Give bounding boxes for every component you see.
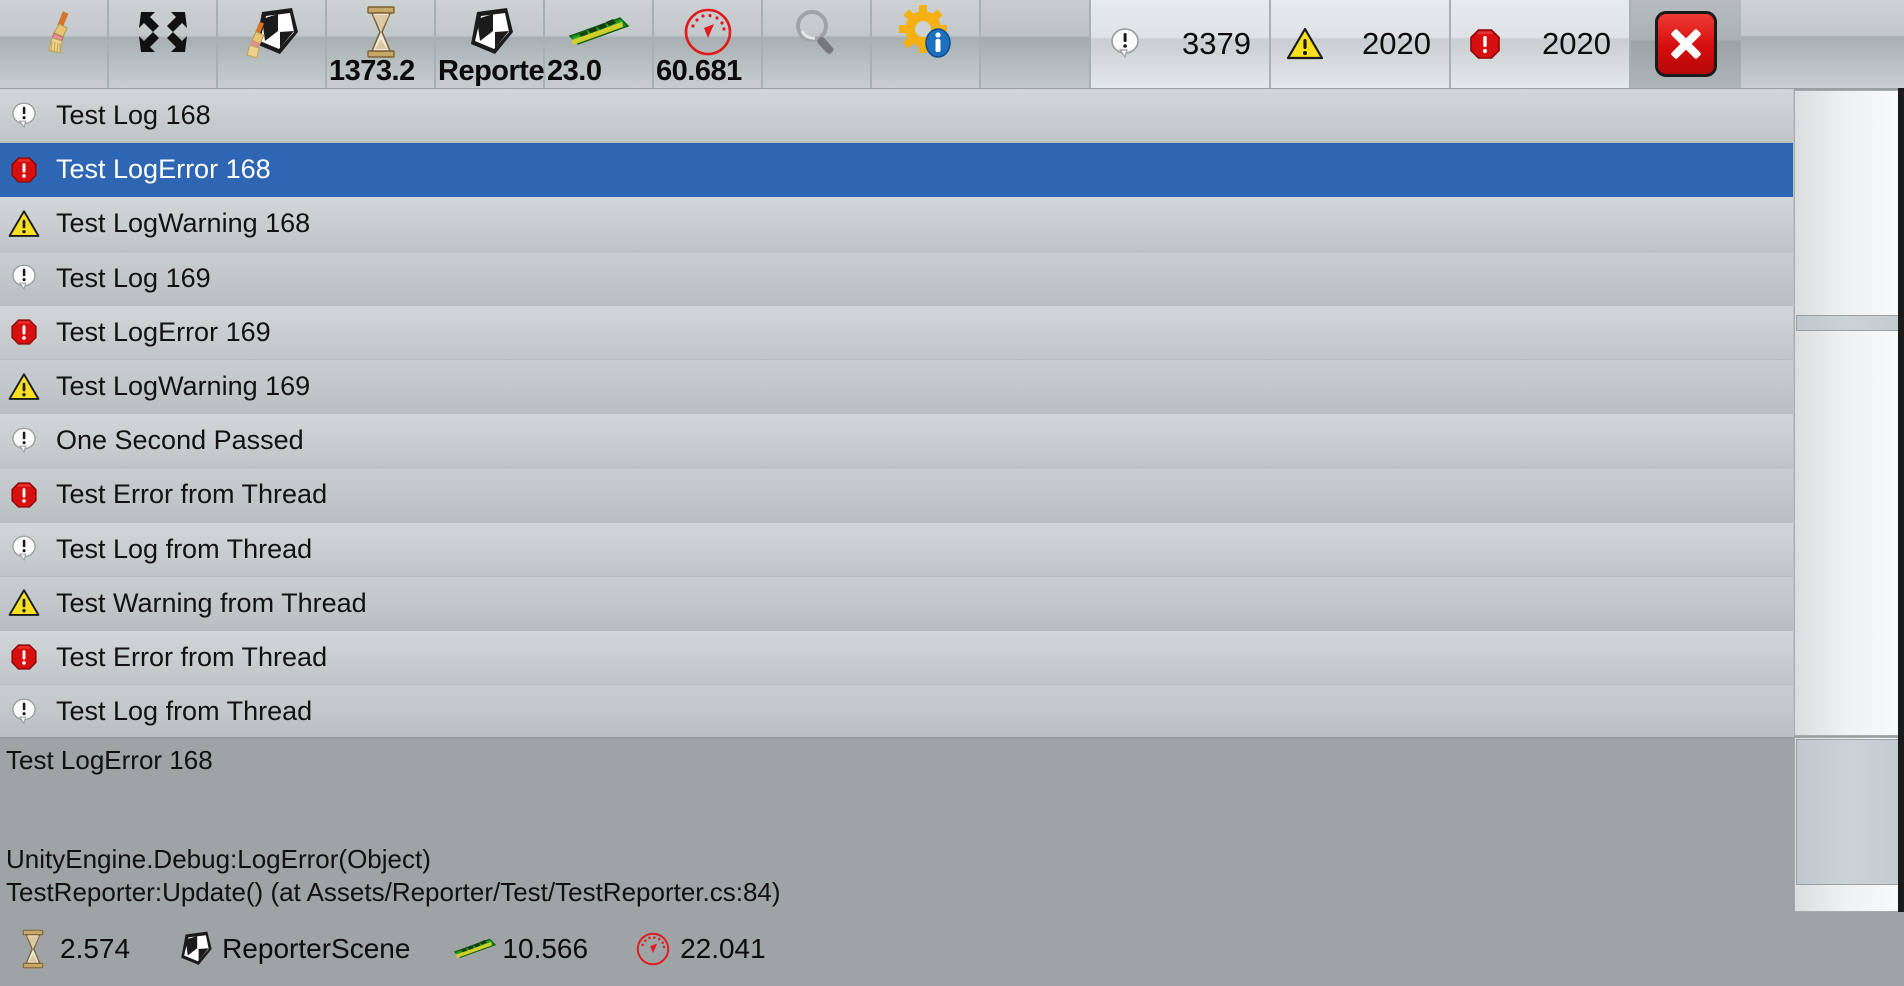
log-row-text: Test LogWarning 169 [56, 371, 311, 402]
status-elapsed-time: 2.574 [10, 912, 130, 986]
search-button[interactable] [763, 0, 872, 88]
log-row[interactable]: Test LogWarning 169 [0, 359, 1793, 415]
ram-stick-icon [545, 4, 652, 60]
gear-info-icon [872, 4, 979, 60]
status-fps: 22.041 [630, 912, 766, 986]
error-octagon-icon [2, 640, 46, 674]
log-detail-text: Test LogError 168 UnityEngine.Debug:LogE… [6, 745, 781, 907]
toolbar: 1373.2 Reporter [0, 0, 1904, 88]
log-row-text: Test Log 168 [56, 100, 211, 131]
collapse-button[interactable] [109, 0, 218, 88]
log-row[interactable]: Test Error from Thread [0, 468, 1793, 523]
status-memory: 10.566 [452, 912, 588, 986]
ram-stick-icon [452, 933, 498, 965]
info-bubble-icon [1097, 24, 1153, 64]
log-row[interactable]: Test Warning from Thread [0, 576, 1793, 631]
detail-scrollbar-thumb[interactable] [1796, 739, 1900, 885]
log-row-text: Test Error from Thread [56, 479, 328, 510]
error-octagon-icon [1457, 24, 1513, 64]
status-bar: 2.574 ReporterScene [0, 912, 1904, 986]
detail-scrollbar[interactable] [1794, 737, 1902, 912]
scene-button-label: Reporter [438, 55, 555, 87]
status-fps-value: 22.041 [680, 933, 766, 964]
close-button[interactable] [1631, 0, 1741, 88]
unity-logo-icon [436, 4, 543, 60]
time-button-label: 1373.2 [329, 55, 415, 87]
log-counter-value: 3379 [1182, 26, 1251, 61]
close-x-icon [1655, 11, 1717, 77]
speedometer-icon [630, 931, 676, 967]
log-row-text: Test Log from Thread [56, 696, 313, 727]
log-row[interactable]: Test LogError 169 [0, 305, 1793, 360]
time-button[interactable]: 1373.2 [327, 0, 436, 88]
memory-button-label: 23.0 [547, 55, 602, 87]
broom-unity-icon [218, 4, 325, 60]
log-list-scrollbar[interactable] [1794, 90, 1902, 736]
log-row[interactable]: Test Error from Thread [0, 630, 1793, 686]
info-bubble-icon [2, 99, 46, 133]
error-octagon-icon [2, 478, 46, 512]
log-row-text: Test LogError 169 [56, 316, 271, 347]
status-scene-name: ReporterScene [172, 912, 410, 986]
info-bubble-icon [2, 695, 46, 729]
log-row[interactable]: Test Log from Thread [0, 522, 1793, 577]
spacer-button[interactable] [981, 0, 1091, 88]
window-right-edge [1898, 88, 1904, 912]
log-detail-panel[interactable]: Test LogError 168 UnityEngine.Debug:LogE… [0, 737, 1793, 912]
log-row[interactable]: One Second Passed [0, 414, 1793, 469]
log-row[interactable]: Test LogWarning 168 [0, 197, 1793, 252]
collapse-arrows-icon [109, 4, 216, 60]
status-scene-name-value: ReporterScene [222, 933, 411, 964]
memory-button[interactable]: 23.0 [545, 0, 654, 88]
log-row[interactable]: Test Log from Thread [0, 685, 1793, 737]
scene-button[interactable]: Reporter [436, 0, 555, 88]
log-row-text: Test Log from Thread [56, 533, 313, 564]
log-row-text: Test Log 169 [56, 262, 211, 293]
info-button[interactable] [872, 0, 981, 88]
info-bubble-icon [2, 532, 46, 566]
hourglass-icon [10, 927, 56, 971]
warning-counter-value: 2020 [1362, 26, 1431, 61]
log-row-text: Test LogWarning 168 [56, 208, 311, 239]
log-list-scrollbar-thumb[interactable] [1796, 315, 1900, 331]
log-row[interactable]: Test Log 169 [0, 251, 1793, 306]
log-row-text: Test Warning from Thread [56, 587, 367, 618]
magnifier-icon [763, 4, 870, 60]
warning-triangle-icon [2, 207, 46, 241]
log-counter[interactable]: 3379 [1091, 0, 1271, 88]
unity-logo-icon [172, 930, 218, 968]
info-bubble-icon [2, 261, 46, 295]
error-counter-value: 2020 [1542, 26, 1611, 61]
log-row-text: One Second Passed [56, 425, 304, 456]
log-list[interactable]: Test Log 168 Test LogError 168 Test LogWar… [0, 89, 1793, 737]
warning-counter[interactable]: 2020 [1271, 0, 1451, 88]
warning-triangle-icon [2, 586, 46, 620]
log-row[interactable]: Test Log 168 [0, 89, 1793, 144]
status-memory-value: 10.566 [502, 933, 589, 964]
log-row-text: Test LogError 168 [56, 154, 271, 185]
hourglass-icon [327, 4, 434, 60]
warning-triangle-icon [2, 370, 46, 404]
broom-icon [0, 4, 107, 60]
error-octagon-icon [2, 153, 46, 187]
clear-button[interactable] [0, 0, 109, 88]
error-octagon-icon [2, 315, 46, 349]
speedometer-icon [654, 4, 761, 60]
warning-triangle-icon [1277, 24, 1333, 64]
log-row-text: Test Error from Thread [56, 641, 328, 672]
status-elapsed-time-value: 2.574 [60, 933, 131, 964]
error-counter[interactable]: 2020 [1451, 0, 1631, 88]
info-bubble-icon [2, 424, 46, 458]
log-row[interactable]: Test LogError 168 [0, 143, 1793, 198]
fps-button[interactable]: 60.681 [654, 0, 763, 88]
fps-button-label: 60.681 [656, 55, 742, 87]
clear-on-new-scene-button[interactable] [218, 0, 327, 88]
